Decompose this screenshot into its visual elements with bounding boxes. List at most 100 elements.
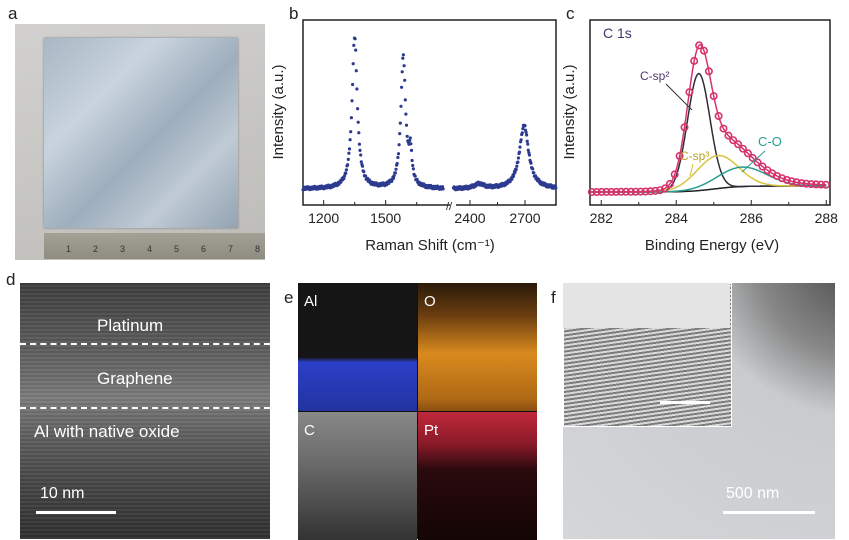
- raman-data-point: [441, 187, 445, 191]
- raman-data-point: [344, 168, 348, 172]
- xps-xlabel: Binding Energy (eV): [645, 237, 779, 254]
- co-leader-line: [741, 150, 766, 173]
- xps-fit-sp2: [590, 72, 827, 193]
- raman-data-point: [398, 121, 402, 125]
- raman-data-point: [526, 142, 530, 146]
- raman-data-point: [525, 139, 529, 143]
- xps-data-point: [651, 186, 660, 195]
- xps-data-point: [699, 46, 708, 55]
- interface-line: [20, 407, 270, 409]
- raman-data-point: [513, 170, 517, 174]
- xps-title: C 1s: [603, 25, 632, 41]
- raman-data-point: [359, 153, 363, 157]
- xps-data-point: [743, 149, 752, 158]
- raman-data-point: [347, 151, 351, 155]
- x-tick-label: 2700: [509, 210, 540, 226]
- ruler-number: 8: [255, 244, 261, 254]
- raman-data-point: [402, 64, 406, 68]
- raman-data-point: [514, 167, 518, 172]
- x-tick-label: 284: [665, 210, 689, 226]
- ruler-number: 7: [228, 244, 234, 254]
- xps-data-point: [714, 112, 723, 121]
- raman-data-point: [349, 116, 353, 120]
- raman-data-point: [520, 131, 524, 135]
- xps-data-point: [680, 123, 689, 132]
- xps-data-point: [753, 158, 762, 167]
- raman-data-point: [360, 164, 365, 168]
- x-tick-label: 2400: [454, 210, 485, 226]
- raman-data-point: [359, 160, 363, 164]
- xps-data-point: [719, 124, 728, 133]
- xps-data-point: [704, 67, 713, 76]
- xps-data-point: [802, 179, 811, 188]
- xps-data-point: [597, 187, 606, 196]
- raman-data-point: [362, 170, 366, 174]
- cross-section-tem-image: Platinum Graphene Al with native oxide 1…: [20, 283, 270, 539]
- eds-label-o: O: [424, 293, 436, 310]
- raman-data-point: [409, 142, 413, 146]
- xps-label-co: C-O: [758, 134, 782, 149]
- xps-data-point: [734, 140, 743, 149]
- ruler-number: 5: [174, 244, 180, 254]
- raman-data-point: [532, 171, 536, 175]
- eds-label-c: C: [304, 422, 315, 439]
- ruler-number: 6: [201, 244, 207, 254]
- raman-data-point: [346, 157, 350, 161]
- raman-data-point: [356, 107, 360, 111]
- xps-data-point: [636, 187, 645, 196]
- xps-data-point: [646, 187, 655, 196]
- raman-data-point: [364, 174, 368, 178]
- xps-data-point: [685, 88, 694, 97]
- xps-data-point: [792, 178, 801, 187]
- raman-data-point: [410, 158, 414, 163]
- xps-data-point: [656, 186, 665, 195]
- raman-data-point: [351, 82, 355, 87]
- x-tick-label: 286: [740, 210, 764, 226]
- xps-label-sp3: C-sp³: [680, 149, 709, 163]
- raman-data-point: [511, 174, 516, 178]
- raman-xlabel: Raman Shift (cm⁻¹): [365, 237, 495, 254]
- raman-data-point: [357, 142, 361, 146]
- eds-map-o: O: [418, 283, 537, 411]
- xps-data-point: [807, 180, 816, 189]
- sp3-leader-line: [689, 163, 694, 177]
- raman-data-point: [350, 99, 354, 103]
- panel-label-b: b: [289, 4, 299, 23]
- xps-data-point: [675, 152, 684, 161]
- ruler-number: 3: [120, 244, 126, 254]
- raman-data-point: [394, 167, 398, 171]
- xps-data-point: [631, 187, 640, 196]
- plot-frame: [302, 19, 557, 206]
- raman-data-point: [411, 167, 415, 171]
- raman-data-point: [354, 69, 358, 73]
- layer-label-graphene: Graphene: [97, 369, 173, 388]
- xps-data-point: [729, 136, 738, 145]
- raman-data-point: [408, 136, 412, 140]
- xps-data-point: [758, 162, 767, 171]
- ruler-number: 2: [93, 244, 99, 254]
- raman-data-point: [400, 85, 404, 89]
- raman-data-point: [519, 138, 523, 142]
- eds-map: Al O C Pt: [298, 283, 537, 540]
- raman-data-point: [398, 132, 402, 136]
- scale-bar-label: 10 nm: [40, 485, 85, 502]
- raman-data-point: [523, 124, 527, 128]
- raman-data-point: [531, 167, 535, 171]
- scale-bar: [36, 511, 116, 514]
- xps-data-point: [641, 187, 650, 196]
- scale-bar: [723, 511, 815, 514]
- raman-data-point: [355, 87, 359, 91]
- foil-sheet: [44, 38, 238, 228]
- xps-data-point: [621, 187, 630, 196]
- raman-data-point: [526, 148, 530, 152]
- x-tick-label: 282: [590, 210, 614, 226]
- raman-data-point: [346, 163, 350, 167]
- xps-chart: 282 284 286 288: [587, 19, 838, 226]
- xps-data-point: [592, 188, 601, 197]
- hrtem-inset-vacuum: [563, 283, 730, 328]
- xps-data-point: [821, 180, 830, 189]
- raman-data-point: [347, 147, 352, 151]
- layer-label-platinum: Platinum: [97, 316, 164, 335]
- raman-data-point: [356, 120, 360, 124]
- raman-data-point: [515, 164, 519, 168]
